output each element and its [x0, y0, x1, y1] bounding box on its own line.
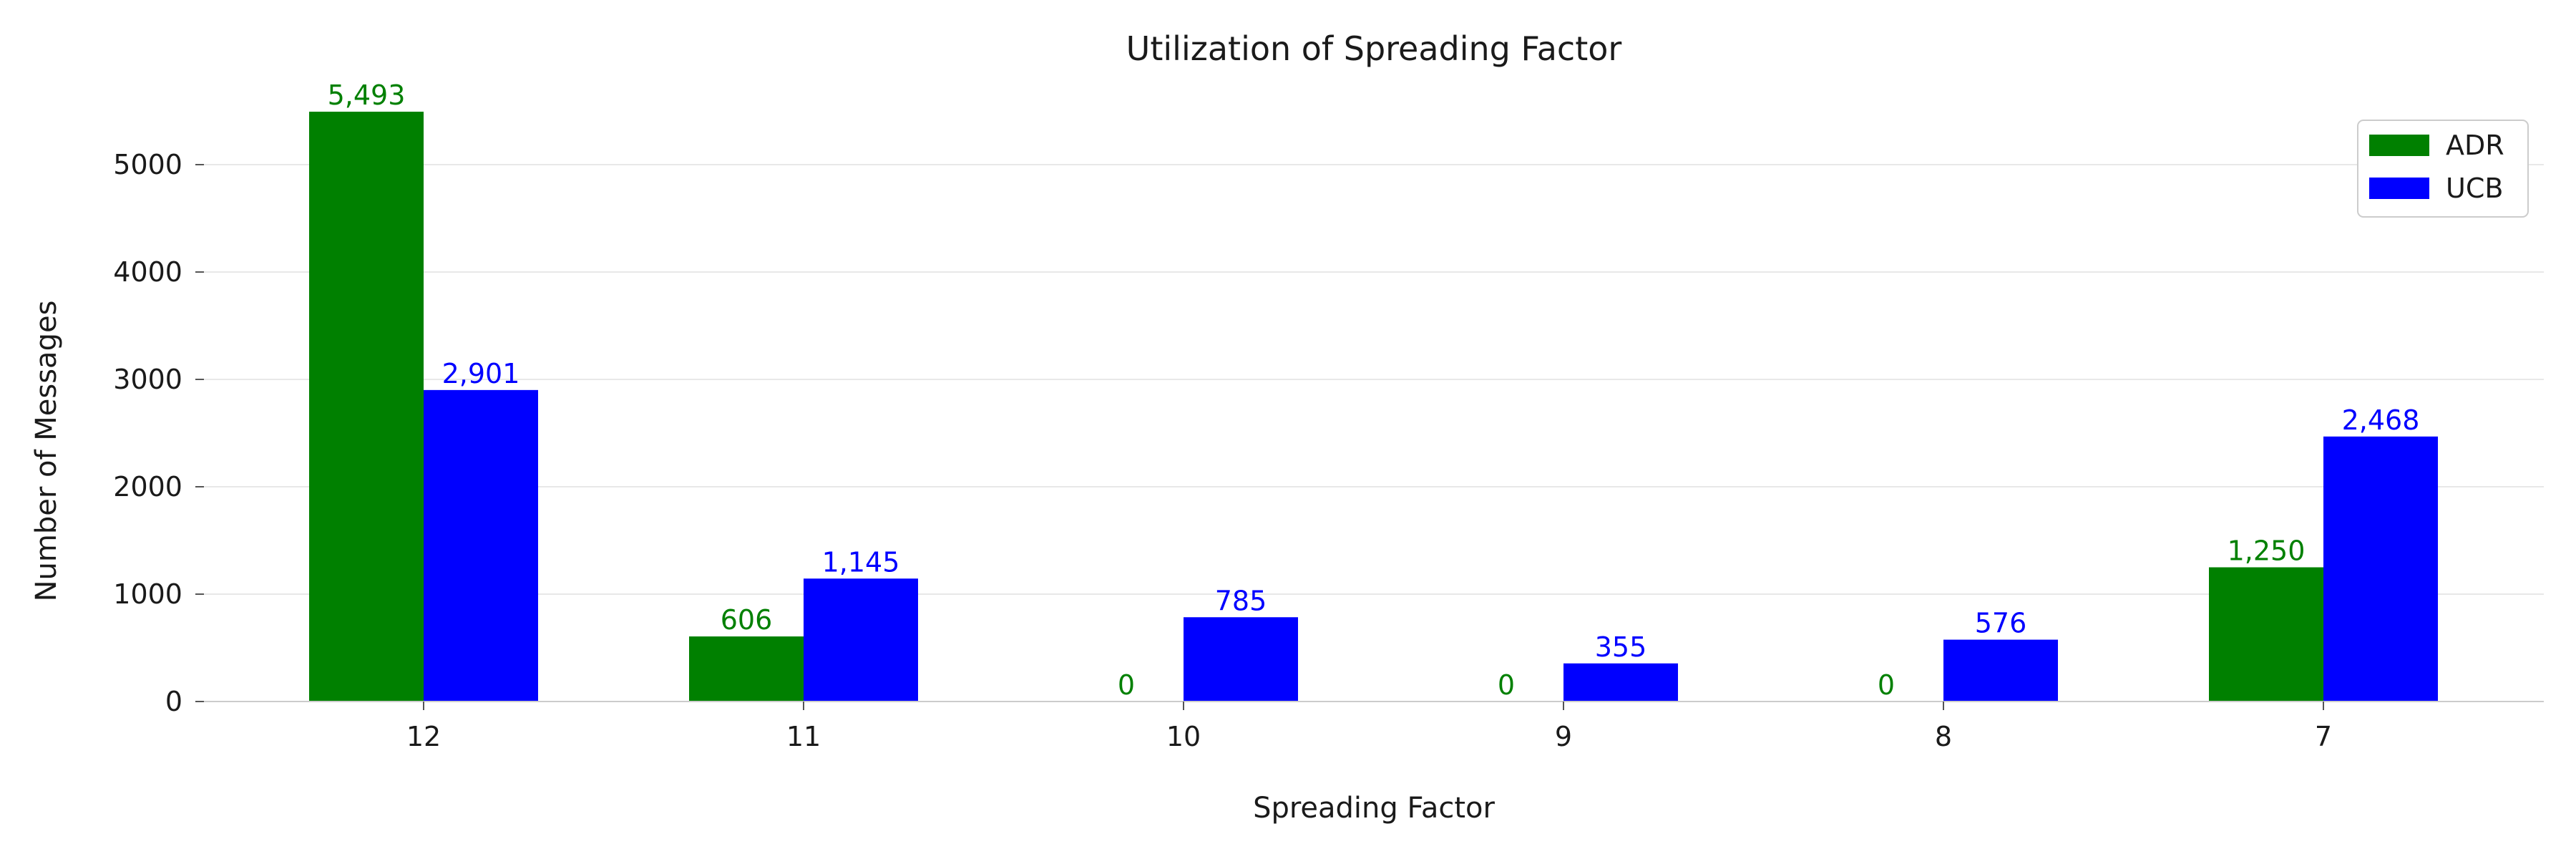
x-axis-label: Spreading Factor — [1253, 792, 1495, 825]
legend-label-adr: ADR — [2446, 130, 2504, 161]
x-tick-label: 11 — [786, 721, 821, 752]
bar-label-ucb: 355 — [1595, 631, 1647, 663]
bar-label-adr: 0 — [1878, 669, 1895, 701]
y-tick-label: 4000 — [113, 256, 182, 288]
bar-ucb — [804, 578, 918, 702]
bar-adr — [309, 112, 424, 702]
bar-label-adr: 0 — [1118, 669, 1135, 701]
y-tick-label: 2000 — [113, 471, 182, 503]
y-tick-label: 3000 — [113, 364, 182, 395]
x-tick-label: 9 — [1555, 721, 1572, 752]
legend: ADR UCB — [2357, 120, 2529, 218]
grid-lines — [204, 164, 2544, 595]
x-tick-label: 10 — [1166, 721, 1201, 752]
chart-title: Utilization of Spreading Factor — [1126, 29, 1622, 68]
bar-ucb — [1563, 663, 1678, 702]
bar-adr — [689, 636, 804, 702]
bar-label-ucb: 2,468 — [2342, 404, 2420, 436]
y-tick-label: 1000 — [113, 578, 182, 610]
legend-swatch-adr — [2369, 135, 2429, 156]
bar-label-adr: 0 — [1498, 669, 1515, 701]
bar-label-ucb: 785 — [1215, 585, 1267, 616]
y-tick-label: 5000 — [113, 149, 182, 180]
bar-label-adr: 606 — [721, 604, 773, 636]
legend-label-ucb: UCB — [2446, 173, 2503, 204]
bar-label-adr: 5,493 — [328, 79, 406, 111]
bars — [309, 112, 2438, 702]
bar-ucb — [424, 389, 538, 702]
bar-label-ucb: 576 — [1975, 608, 2027, 639]
bar-label-ucb: 2,901 — [442, 358, 520, 389]
bar-ucb — [2323, 436, 2438, 702]
x-tick-label: 8 — [1935, 721, 1952, 752]
x-tick-label: 12 — [406, 721, 441, 752]
y-axis-label: Number of Messages — [30, 301, 63, 602]
x-axis-ticks: 12 11 10 9 8 7 — [406, 702, 2332, 752]
y-tick-label: 0 — [165, 686, 182, 717]
bar-value-labels: 5,493 2,901 606 1,145 0 785 0 355 0 576 1,250 2,468 — [328, 79, 2420, 701]
bar-label-adr: 1,250 — [2228, 535, 2306, 567]
legend-swatch-ucb — [2369, 178, 2429, 199]
bar-label-ucb: 1,145 — [822, 546, 900, 578]
y-axis-ticks: 0 1000 2000 3000 4000 5000 — [113, 149, 204, 717]
bar-adr — [2209, 567, 2323, 702]
bar-ucb — [1184, 617, 1298, 702]
x-tick-label: 7 — [2315, 721, 2332, 752]
bar-ucb — [1943, 639, 2058, 702]
